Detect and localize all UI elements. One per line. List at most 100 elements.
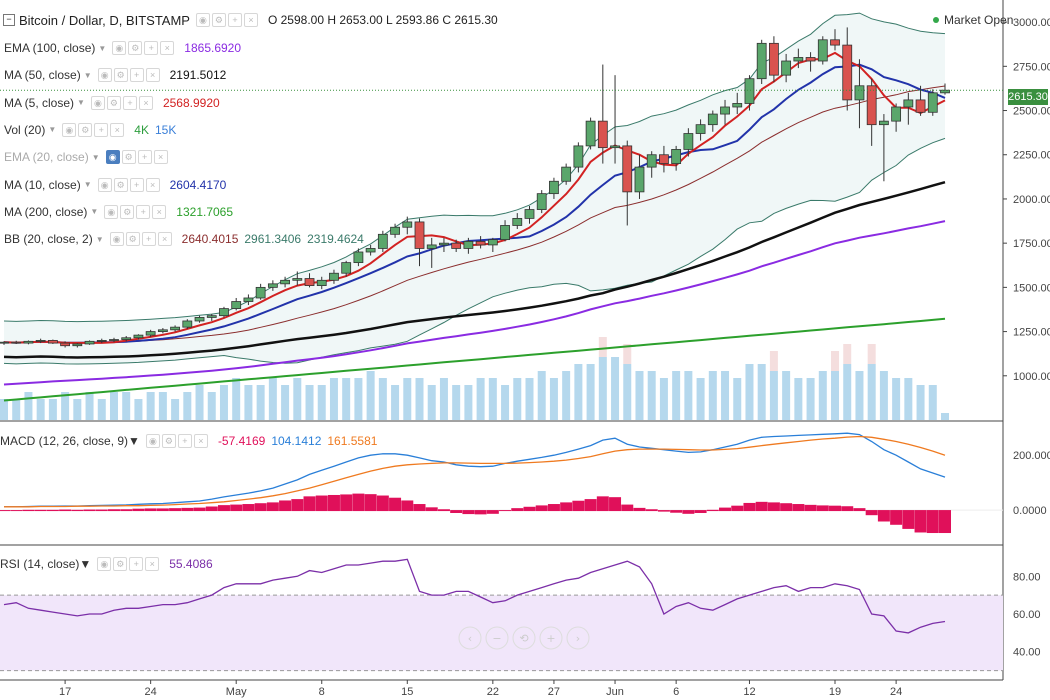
- macd-label[interactable]: MACD (12, 26, close, 9): [0, 434, 129, 448]
- gear-icon[interactable]: ⚙: [121, 150, 136, 165]
- candle-body: [707, 113, 718, 126]
- macd-histogram-bar: [682, 510, 695, 514]
- indicator-values: 2640.4015 2961.3406 2319.4624: [182, 232, 370, 246]
- plus-icon[interactable]: +: [227, 13, 242, 27]
- candle-body: [47, 340, 58, 344]
- chevron-down-icon[interactable]: ▼: [77, 98, 85, 108]
- indicator-row[interactable]: MA (5, close) ▼ ◉ ⚙ + × 2568.9920: [0, 93, 226, 113]
- chevron-down-icon[interactable]: ▼: [83, 180, 92, 189]
- plus-icon[interactable]: +: [136, 204, 151, 219]
- volume-bar: [342, 378, 351, 420]
- indicator-label[interactable]: BB (20, close, 2): [4, 232, 93, 247]
- chevron-down-icon[interactable]: ▼: [83, 70, 92, 80]
- indicator-label[interactable]: MA (200, close): [4, 204, 88, 219]
- volume-bar-overlay: [598, 337, 607, 357]
- volume-bar: [317, 385, 326, 420]
- close-icon[interactable]: ×: [145, 177, 160, 192]
- time-tick-label: 24: [890, 686, 902, 698]
- close-icon[interactable]: ×: [153, 150, 168, 165]
- eye-icon[interactable]: ◉: [104, 204, 119, 219]
- volume-bar: [672, 371, 681, 420]
- eye-icon[interactable]: ◉: [90, 95, 105, 110]
- macd-line: [4, 432, 946, 508]
- eye-icon[interactable]: ◉: [145, 434, 160, 448]
- gear-icon[interactable]: ⚙: [113, 177, 128, 192]
- plus-icon[interactable]: +: [94, 122, 109, 137]
- volume-bar: [794, 378, 803, 420]
- close-icon[interactable]: ×: [145, 68, 160, 83]
- chevron-down-icon[interactable]: ▼: [90, 207, 99, 217]
- macd-histogram-bar: [706, 509, 719, 512]
- plus-icon[interactable]: +: [122, 95, 137, 110]
- close-icon[interactable]: ×: [145, 557, 160, 571]
- macd-histogram-bar: [792, 504, 805, 512]
- eye-icon[interactable]: ◉: [62, 122, 77, 137]
- close-icon[interactable]: ×: [243, 13, 258, 27]
- indicator-row[interactable]: EMA (20, close) ▼ ◉ ⚙ + ×: [0, 147, 178, 167]
- eye-icon[interactable]: ◉: [112, 41, 127, 55]
- close-icon[interactable]: ×: [160, 41, 175, 55]
- volume-bar: [501, 385, 510, 420]
- indicator-row[interactable]: MA (200, close) ▼ ◉ ⚙ + × 1321.7065: [0, 202, 239, 222]
- gear-icon[interactable]: ⚙: [106, 95, 121, 110]
- gear-icon[interactable]: ⚙: [211, 13, 226, 27]
- gear-icon[interactable]: ⚙: [128, 41, 143, 55]
- plus-icon[interactable]: +: [129, 557, 144, 571]
- indicator-label[interactable]: MA (50, close): [4, 68, 81, 83]
- rsi-controls: ◉ ⚙ + ×: [97, 557, 160, 571]
- time-tick-label: 15: [401, 686, 413, 698]
- macd-histogram-bar: [939, 510, 951, 534]
- plus-icon[interactable]: +: [137, 150, 152, 165]
- indicator-row[interactable]: BB (20, close, 2) ▼ ◉ ⚙ + × 2640.4015 2961.3406…: [0, 229, 370, 249]
- macd-histogram-bar: [547, 504, 560, 512]
- indicator-label[interactable]: EMA (20, close): [4, 150, 89, 165]
- eye-icon[interactable]: ◉: [97, 177, 112, 192]
- macd-histogram-bar: [926, 510, 939, 534]
- macd-histogram-bar: [181, 507, 194, 512]
- indicator-value: 2961.3406: [244, 232, 302, 247]
- indicator-label[interactable]: EMA (100, close): [4, 41, 96, 55]
- chevron-down-icon[interactable]: ▼: [79, 557, 92, 571]
- gear-icon[interactable]: ⚙: [113, 557, 128, 571]
- volume-bar: [378, 378, 387, 420]
- gear-icon[interactable]: ⚙: [120, 204, 135, 219]
- collapse-icon[interactable]: −: [3, 14, 15, 26]
- close-icon[interactable]: ×: [110, 122, 125, 137]
- candle-body: [96, 340, 107, 342]
- plus-icon[interactable]: +: [141, 232, 156, 247]
- volume-bar: [171, 399, 180, 420]
- chevron-down-icon[interactable]: ▼: [98, 43, 107, 53]
- plus-icon[interactable]: +: [129, 177, 144, 192]
- eye-icon[interactable]: ◉: [97, 557, 112, 571]
- indicator-label[interactable]: MA (5, close): [4, 95, 75, 110]
- indicator-row[interactable]: EMA (100, close) ▼ ◉ ⚙ + × 1865.6920: [0, 38, 247, 58]
- gear-icon[interactable]: ⚙: [125, 232, 140, 247]
- indicator-row[interactable]: MA (50, close) ▼ ◉ ⚙ + × 2191.5012: [0, 65, 232, 85]
- close-icon[interactable]: ×: [152, 204, 167, 219]
- eye-icon[interactable]: ◉: [109, 232, 124, 247]
- chevron-down-icon[interactable]: ▼: [48, 125, 57, 135]
- indicator-label[interactable]: Vol (20): [4, 122, 46, 137]
- eye-icon[interactable]: ◉: [105, 150, 120, 165]
- eye-icon[interactable]: ◉: [195, 13, 210, 27]
- close-icon[interactable]: ×: [193, 434, 208, 448]
- rsi-label[interactable]: RSI (14, close): [0, 557, 80, 571]
- chevron-down-icon[interactable]: ▼: [95, 234, 104, 244]
- close-icon[interactable]: ×: [157, 232, 172, 247]
- chevron-down-icon[interactable]: ▼: [91, 152, 100, 162]
- chevron-down-icon[interactable]: ▼: [128, 434, 140, 448]
- close-icon[interactable]: ×: [138, 95, 153, 110]
- indicator-row[interactable]: MA (10, close) ▼ ◉ ⚙ + × 2604.4170: [0, 175, 232, 195]
- time-tick-label: 12: [743, 686, 755, 698]
- indicator-label[interactable]: MA (10, close): [4, 177, 81, 192]
- plus-icon[interactable]: +: [177, 434, 192, 448]
- plus-icon[interactable]: +: [129, 68, 144, 83]
- plus-icon[interactable]: +: [144, 41, 159, 55]
- gear-icon[interactable]: ⚙: [161, 434, 176, 448]
- gear-icon[interactable]: ⚙: [113, 68, 128, 83]
- gear-icon[interactable]: ⚙: [78, 122, 93, 137]
- indicator-row[interactable]: Vol (20) ▼ ◉ ⚙ + × 4K 15K: [0, 120, 182, 140]
- eye-icon[interactable]: ◉: [97, 68, 112, 83]
- indicator-controls: ◉ ⚙ + ×: [90, 95, 153, 110]
